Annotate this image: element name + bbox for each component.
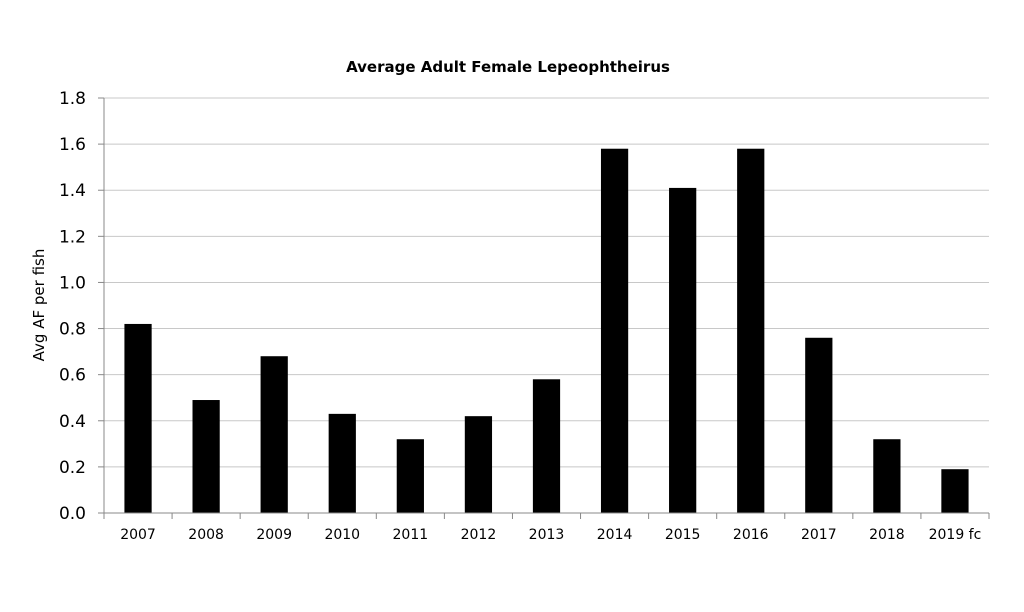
x-tick-label: 2007: [120, 527, 156, 543]
y-tick-label: 1.0: [59, 273, 86, 293]
x-tick-label: 2016: [733, 527, 769, 543]
y-tick-label: 0.6: [59, 366, 86, 386]
bars: [124, 148, 969, 513]
bar-2007: [124, 323, 152, 513]
bar-2019-fc: [941, 469, 969, 513]
bar-2008: [192, 400, 220, 513]
x-tick-label: 2009: [256, 527, 292, 543]
x-tick-label: 2017: [801, 527, 837, 543]
x-tick-label: 2011: [393, 527, 429, 543]
bar-2009: [260, 356, 288, 513]
bar-2010: [328, 413, 356, 513]
bar-2012: [464, 416, 493, 513]
bar-2018: [873, 439, 901, 513]
bar-2017: [805, 337, 833, 513]
y-axis-label: Avg AF per fish: [30, 249, 48, 362]
x-tick-label: 2014: [597, 527, 633, 543]
y-tick-label: 0.2: [59, 458, 86, 478]
y-tick-label: 0.0: [59, 504, 86, 524]
x-tick-label: 2012: [461, 527, 497, 543]
x-axis-ticks: 2007 2008 2009 2010 2011 2012 2013 2014 2015 2016…: [103, 513, 990, 543]
bar-2013: [532, 379, 561, 513]
x-tick-label: 2015: [665, 527, 701, 543]
chart-title: Average Adult Female Lepeophtheirus: [346, 58, 670, 76]
x-tick-label: 2018: [869, 527, 905, 543]
y-tick-label: 1.2: [59, 227, 86, 247]
x-tick-label: 2019 fc: [929, 527, 982, 543]
bar-2011: [396, 439, 424, 513]
x-tick-label: 2010: [324, 527, 360, 543]
x-tick-label: 2013: [529, 527, 565, 543]
gridlines: [104, 97, 989, 468]
y-axis-ticks: 0.0 0.2 0.4 0.6 0.8 1.0 1.2 1.4 1.6 1.8: [59, 89, 104, 524]
bar-2016: [737, 148, 765, 513]
bar-2014: [600, 148, 629, 513]
axes: [103, 98, 989, 514]
x-tick-label: 2008: [188, 527, 224, 543]
y-tick-label: 1.4: [59, 181, 86, 201]
bar-2015: [669, 187, 697, 513]
y-tick-label: 0.8: [59, 320, 86, 340]
y-tick-label: 1.6: [59, 135, 86, 155]
y-tick-label: 1.8: [59, 89, 86, 109]
y-tick-label: 0.4: [59, 412, 86, 432]
